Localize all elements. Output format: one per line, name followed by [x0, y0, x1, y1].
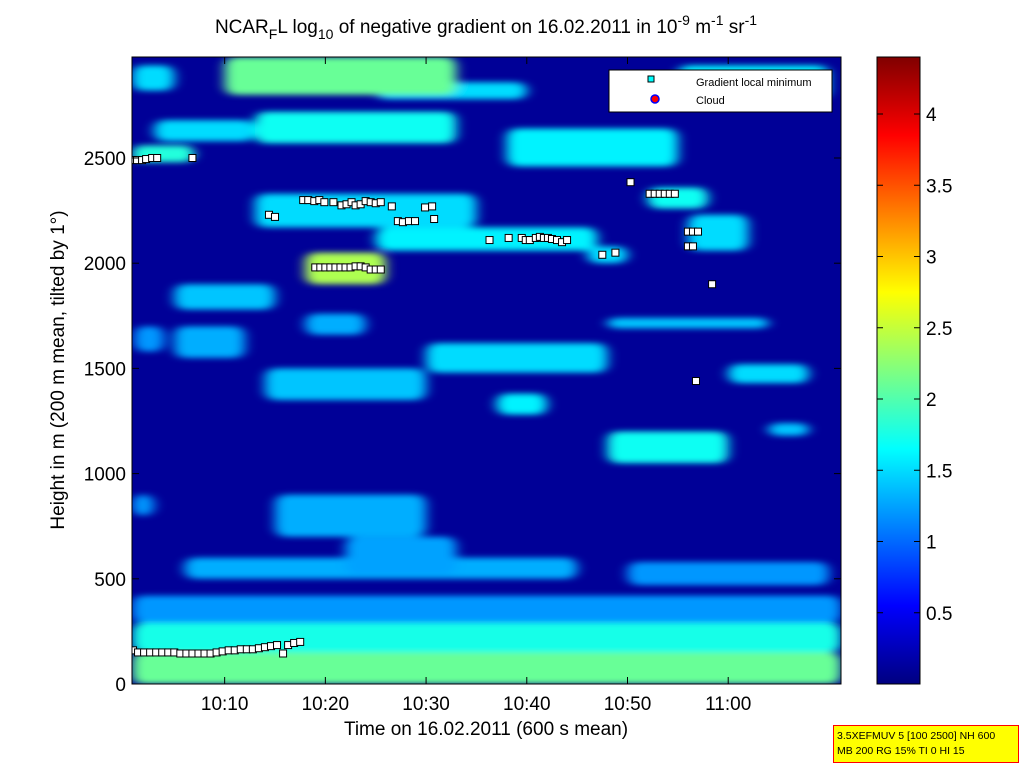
- gradient-minimum-point: [693, 227, 702, 236]
- x-axis-label: Time on 16.02.2011 (600 s mean): [344, 719, 628, 740]
- colorbar-scale: [877, 57, 920, 684]
- gradient-minimum-point: [188, 153, 197, 162]
- heatmap-cell: [132, 494, 155, 516]
- plot-area: 10:10 10:20 10:30 10:40 10:50 11:00 0 500 1000 1…: [84, 56, 842, 715]
- heatmap-cell: [132, 622, 841, 653]
- legend-square-marker: [647, 75, 655, 83]
- heatmap-cell: [224, 57, 457, 95]
- y-tick-label: 0: [115, 675, 126, 696]
- gradient-minimum-point: [428, 202, 437, 211]
- gradient-minimum-point: [387, 202, 396, 211]
- heatmap-cell: [132, 652, 841, 684]
- colorbar-tick-label: 1.5: [926, 461, 952, 482]
- heatmap: [132, 57, 841, 684]
- gradient-minimum-point: [279, 649, 288, 658]
- y-tick-label: 2000: [84, 254, 126, 275]
- x-tick-label: 11:00: [705, 694, 751, 715]
- gradient-minimum-point: [611, 248, 620, 257]
- plot-frame: [131, 56, 842, 685]
- heatmap-cell: [174, 326, 245, 358]
- settings-infobox: 3.5XEFMUV 5 [100 2500] NH 600 MB 200 RG …: [833, 725, 1019, 763]
- gradient-minimum-point: [273, 641, 282, 650]
- heatmap-cell: [275, 494, 427, 537]
- legend-label-cloud: Cloud: [696, 95, 725, 107]
- gradient-minimum-point: [485, 236, 494, 245]
- gradient-minimum-point: [504, 233, 513, 242]
- y-tick-label: 1000: [84, 465, 126, 486]
- y-tick-label: 1500: [84, 359, 126, 380]
- colorbar-ticks: 0.5 1 1.5 2 2.5 3 3.5 4: [877, 105, 952, 625]
- colorbar-tick-label: 2.5: [926, 319, 952, 340]
- gradient-minimum-point: [376, 265, 385, 274]
- gradient-minimum-point: [688, 242, 697, 251]
- heatmap-cell: [132, 65, 175, 91]
- x-tick-label: 10:20: [302, 694, 350, 715]
- gradient-minimum-point: [421, 203, 430, 212]
- settings-line-2: MB 200 RG 15% TI 0 HI 15: [837, 745, 965, 757]
- colorbar-tick-label: 1: [926, 533, 937, 554]
- gradient-minimum-point: [563, 236, 572, 245]
- heatmap-cell: [345, 536, 457, 575]
- colorbar-tick-label: 3.5: [926, 176, 952, 197]
- heatmap-cell: [627, 561, 829, 586]
- gradient-minimum-point: [329, 198, 338, 207]
- gradient-minimum-point: [598, 250, 607, 259]
- gradient-minimum-point: [708, 280, 717, 289]
- gradient-minimum-point: [376, 198, 385, 207]
- gradient-minimum-point: [410, 217, 419, 226]
- heatmap-cell: [134, 326, 165, 352]
- colorbar: 0.5 1 1.5 2 2.5 3 3.5 4: [876, 56, 952, 685]
- gradient-minimum-point: [670, 189, 679, 198]
- colorbar-tick-label: 2: [926, 390, 937, 411]
- heatmap-cell: [687, 214, 749, 251]
- x-tick-label: 10:30: [402, 694, 450, 715]
- chart-title: NCARFL log10 of negative gradient on 16.…: [215, 12, 757, 42]
- y-tick-label: 500: [94, 570, 126, 591]
- gradient-minimum-point: [626, 178, 635, 187]
- y-tick-label: 2500: [84, 149, 126, 170]
- heatmap-cell: [607, 431, 729, 464]
- x-tick-label: 10:40: [503, 694, 551, 715]
- heatmap-cell: [496, 393, 547, 415]
- colorbar-tick-label: 3: [926, 248, 937, 269]
- settings-line-1: 3.5XEFMUV 5 [100 2500] NH 600: [837, 730, 996, 742]
- heatmap-cell: [506, 128, 678, 167]
- gradient-minimum-point: [271, 212, 280, 221]
- x-tick-label: 10:50: [604, 694, 652, 715]
- colorbar-frame: [876, 56, 921, 685]
- colorbar-tick-label: 0.5: [926, 604, 952, 625]
- legend: Gradient local minimum Cloud: [608, 69, 833, 113]
- x-axis: 10:10 10:20 10:30 10:40 10:50 11:00: [201, 57, 751, 715]
- heatmap-cell: [154, 120, 255, 142]
- gradient-minimum-point: [296, 637, 305, 646]
- heatmap-cell: [426, 343, 608, 373]
- gradient-minimum-point: [430, 215, 439, 224]
- heatmap-cell: [132, 595, 841, 623]
- colorbar-tick-label: 4: [926, 105, 937, 126]
- heatmap-cell: [587, 246, 628, 264]
- gradient-minimum-point: [153, 153, 162, 162]
- legend-box: [608, 69, 833, 113]
- heatmap-cell: [305, 313, 366, 335]
- x-tick-label: 10:10: [201, 694, 249, 715]
- heatmap-cell: [607, 317, 769, 329]
- gradient-minimum-markers: [132, 153, 717, 658]
- y-axis-label: Height in m (200 m mean, tilted by 1°): [48, 210, 69, 529]
- heatmap-cell: [254, 111, 457, 144]
- heatmap-cell: [768, 423, 809, 436]
- heatmap-cell: [174, 284, 276, 310]
- heatmap-cell: [264, 368, 427, 400]
- heatmap-cell: [728, 364, 809, 384]
- legend-circle-marker: [650, 94, 660, 104]
- y-axis: 0 500 1000 1500 2000 2500: [84, 149, 841, 696]
- gradient-minimum-point: [691, 377, 700, 386]
- gradient-minimum-point: [320, 198, 329, 207]
- legend-label-gradient-minimum: Gradient local minimum: [696, 77, 812, 89]
